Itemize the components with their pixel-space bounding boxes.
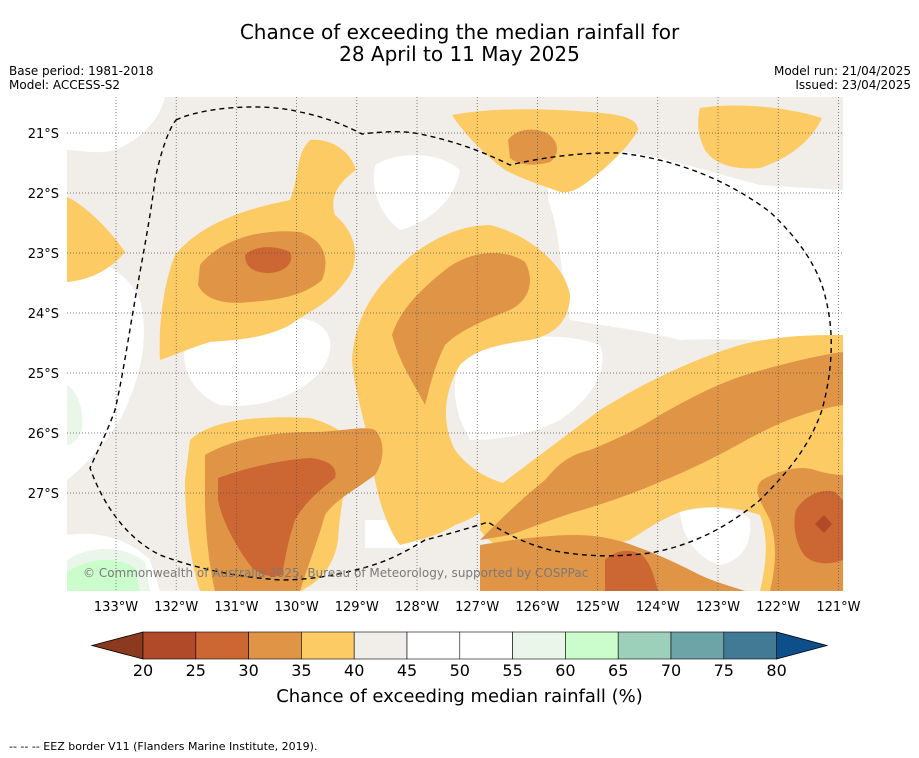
- colorbar-tick-label: 60: [555, 661, 575, 680]
- colorbar-tick-label: 35: [291, 661, 311, 680]
- lon-label: 121°W: [816, 600, 860, 615]
- lat-label: 25°S: [28, 367, 59, 382]
- zone-30-35-north: [508, 129, 557, 165]
- colorbar: 20 25 30 35 40 45 50 55 60 65 70 75 80: [90, 631, 829, 680]
- lat-label: 22°S: [28, 187, 59, 202]
- zone-20-25-southeast: [815, 515, 832, 533]
- lon-label: 132°W: [154, 600, 198, 615]
- colorbar-swatch: [459, 631, 513, 660]
- zone-45-55-centre: [454, 336, 603, 440]
- model-text: Model: ACCESS-S2: [9, 78, 121, 92]
- lon-label: 128°W: [395, 600, 439, 615]
- zone-45-55-east: [548, 148, 843, 345]
- lon-label: 129°W: [335, 600, 379, 615]
- latitude-labels: 21°S 22°S 23°S 24°S 25°S 26°S 27°S: [28, 127, 59, 502]
- lat-label: 24°S: [28, 307, 59, 322]
- colorbar-tick-label: 30: [238, 661, 258, 680]
- lon-label: 122°W: [756, 600, 800, 615]
- colorbar-tick-label: 50: [450, 661, 470, 680]
- colorbar-under-arrow: [90, 631, 144, 660]
- eez-border: [89, 106, 832, 581]
- colorbar-title: Chance of exceeding median rainfall (%): [276, 686, 643, 707]
- colorbar-swatch: [195, 631, 249, 660]
- meta-right: Model run: 21/04/2025 Issued: 23/04/2025: [774, 64, 911, 92]
- probability-map: [67, 97, 843, 591]
- colorbar-swatch: [142, 631, 197, 660]
- zone-30-35-central: [392, 252, 530, 405]
- colorbar-tick-label: 80: [766, 661, 786, 680]
- meta-left: Base period: 1981-2018 Model: ACCESS-S2: [9, 64, 154, 92]
- colorbar-swatch: [617, 631, 672, 660]
- lon-label: 124°W: [636, 600, 680, 615]
- lat-label: 27°S: [28, 487, 59, 502]
- gridlines: [67, 97, 843, 591]
- colorbar-swatch: [565, 631, 619, 660]
- map-title-line1: Chance of exceeding the median rainfall …: [239, 20, 680, 44]
- zone-55-60-west: [67, 385, 83, 445]
- colorbar-swatch: [723, 631, 777, 660]
- copyright-text: © Commonwealth of Australia 2025, Bureau…: [83, 566, 588, 580]
- colorbar-tick-label: 55: [502, 661, 522, 680]
- eez-legend-text: -- -- -- EEZ border V11 (Flanders Marine…: [9, 740, 318, 753]
- lon-label: 131°W: [214, 600, 258, 615]
- lat-label: 26°S: [28, 427, 59, 442]
- lon-label: 127°W: [455, 600, 499, 615]
- longitude-labels: 133°W 132°W 131°W 130°W 129°W 128°W 127°W 126°W…: [94, 600, 861, 615]
- colorbar-swatch: [248, 631, 302, 660]
- zone-25-30-west: [245, 247, 292, 273]
- colorbar-swatch: [670, 631, 725, 660]
- colorbar-over-arrow: [776, 631, 829, 660]
- colorbar-swatch: [353, 631, 408, 660]
- colorbar-tick-label: 45: [397, 661, 417, 680]
- colorbar-tick-label: 20: [133, 661, 153, 680]
- colorbar-tick-label: 75: [714, 661, 734, 680]
- colorbar-tick-label: 65: [608, 661, 628, 680]
- zone-25-30-south-west: [218, 458, 336, 577]
- lon-label: 126°W: [515, 600, 559, 615]
- zone-45-55-west-edge: [67, 258, 144, 480]
- zone-30-35-southeast: [480, 352, 843, 591]
- model-run-text: Model run: 21/04/2025: [773, 64, 911, 78]
- lon-label: 133°W: [94, 600, 138, 615]
- issued-text: Issued: 23/04/2025: [795, 78, 911, 92]
- lon-label: 130°W: [275, 600, 319, 615]
- colorbar-tick-label: 70: [661, 661, 681, 680]
- colorbar-swatch: [406, 631, 461, 660]
- colorbar-tick-label: 40: [344, 661, 364, 680]
- lon-label: 123°W: [696, 600, 740, 615]
- zone-45-55-southeast: [680, 508, 751, 565]
- zone-60-65-southwest: [67, 559, 140, 591]
- zone-35-40-northeast: [698, 105, 822, 169]
- map-title-line2: 28 April to 11 May 2025: [339, 42, 580, 66]
- colorbar-tick-label: 25: [186, 661, 206, 680]
- base-period-text: Base period: 1981-2018: [9, 64, 154, 78]
- colorbar-swatch: [512, 631, 566, 660]
- lat-label: 21°S: [28, 127, 59, 142]
- zone-35-40-west: [67, 197, 125, 282]
- colorbar-swatch: [301, 631, 355, 660]
- zone-25-30-south: [605, 550, 658, 591]
- lon-label: 125°W: [576, 600, 620, 615]
- zone-45-55-north-mid: [373, 154, 460, 230]
- lat-label: 23°S: [28, 247, 59, 262]
